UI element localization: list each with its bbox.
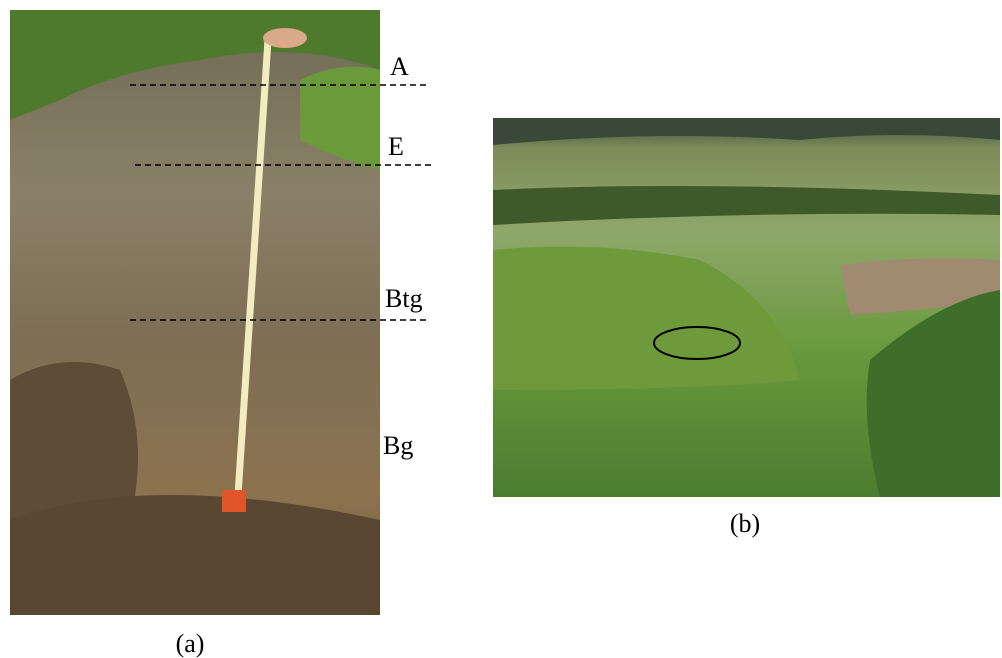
photo-a: A E Btg Bg (a) [10,10,435,658]
horizon-label: Bg [383,431,413,460]
hand [263,28,307,48]
soil-base [10,495,380,615]
horizon-label: E [388,132,404,161]
caption: (b) [730,509,760,538]
tape-end [222,490,246,512]
horizon-label: A [390,52,409,81]
photo-b: (b) [493,118,1000,538]
figure: A E Btg Bg (a) (b) [0,0,1002,658]
caption: (a) [176,629,205,658]
horizon-label: Btg [385,284,423,313]
